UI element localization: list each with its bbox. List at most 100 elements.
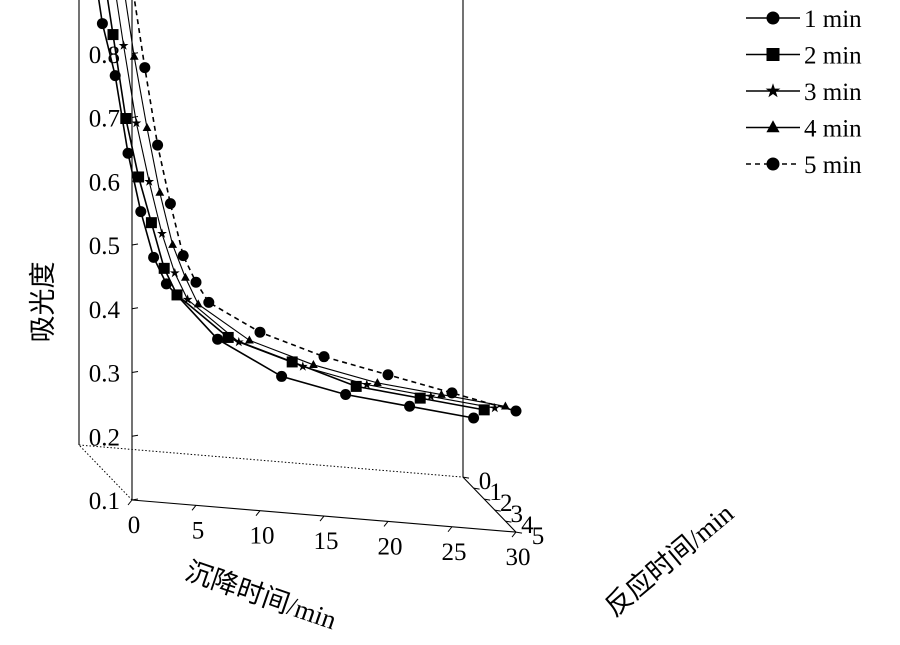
series-2-min [106, 0, 490, 416]
data-point [510, 405, 522, 417]
data-point [118, 40, 129, 50]
y-tick-mark [494, 509, 501, 512]
data-point [142, 122, 152, 131]
y-tick-label: 2 [500, 490, 513, 517]
x-tick-mark [511, 531, 517, 538]
x-tick-mark [319, 515, 325, 522]
data-point [766, 157, 780, 171]
data-point [468, 412, 480, 424]
data-point [222, 331, 234, 343]
z-tick-mark [131, 243, 139, 246]
x-tick-label: 20 [378, 533, 403, 560]
data-point [168, 239, 177, 248]
data-point [212, 333, 224, 345]
x-tick-label: 10 [250, 523, 275, 550]
chart-frame [78, 0, 517, 533]
legend-item: 1 min [746, 6, 862, 33]
data-point [350, 380, 362, 392]
y-tick-mark [484, 498, 491, 501]
data-point [245, 335, 254, 344]
data-point [109, 70, 121, 82]
y-axis-line [462, 476, 517, 533]
legend-label: 5 min [804, 152, 862, 179]
axis-ticks: 0.10.20.30.40.50.60.70.80.90510152025300… [89, 0, 545, 571]
legend-label: 1 min [804, 6, 862, 33]
data-series [96, 0, 522, 424]
z-tick-mark [131, 307, 139, 310]
y-tick-label: 4 [521, 512, 534, 539]
floor-back-left-edge [78, 444, 133, 501]
y-tick-label: 1 [489, 479, 502, 506]
data-point [133, 171, 145, 183]
z-tick-label: 0.6 [89, 169, 120, 196]
data-point [766, 11, 780, 25]
series-line [125, 0, 506, 407]
data-point [148, 251, 160, 263]
data-point [145, 217, 157, 229]
data-point [144, 176, 155, 186]
legend-item: 4 min [746, 116, 862, 143]
z-tick-label: 0.4 [89, 297, 121, 324]
data-point [122, 147, 134, 159]
data-point [382, 369, 394, 381]
data-point [425, 391, 436, 401]
data-point [203, 296, 215, 308]
data-point [177, 250, 189, 262]
y-tick-mark [515, 531, 523, 534]
data-point [766, 120, 780, 133]
legend-label: 2 min [804, 43, 862, 70]
z-tick-label: 0.3 [89, 361, 120, 388]
series-line [97, 0, 474, 419]
x-tick-label: 5 [192, 517, 205, 544]
data-point [96, 18, 108, 30]
data-point [155, 187, 165, 196]
data-point [286, 356, 298, 368]
z-axis-title: 吸光度 [28, 262, 58, 343]
data-point [373, 378, 382, 387]
data-point [160, 278, 172, 290]
x-tick-label: 25 [442, 539, 467, 566]
data-point [766, 48, 780, 61]
z-tick-label: 0.5 [89, 233, 120, 260]
legend-label: 4 min [804, 116, 862, 143]
floor-back-right-edge [78, 444, 464, 478]
x-tick-label: 30 [506, 544, 531, 571]
data-point [414, 392, 426, 404]
data-point [158, 262, 170, 274]
series-4-min [125, 0, 510, 410]
y-tick-label: 3 [511, 501, 524, 528]
y-tick-mark [462, 476, 470, 479]
y-axis-title: 反应时间/min [599, 498, 739, 623]
data-point [340, 389, 352, 401]
y-tick-label: 5 [532, 523, 545, 550]
data-point [309, 360, 318, 368]
data-point [404, 400, 416, 412]
z-tick-label: 0.2 [89, 424, 120, 451]
z-tick-mark [131, 434, 139, 437]
data-point [489, 402, 500, 413]
series-5-min [133, 0, 522, 417]
x-tick-mark [383, 521, 389, 527]
data-point [152, 139, 164, 151]
series-line [116, 0, 495, 409]
data-point [182, 294, 193, 304]
series-line [106, 0, 485, 411]
z-tick-label: 0.1 [89, 488, 120, 515]
data-point [276, 370, 288, 382]
data-point [129, 51, 139, 60]
z-tick-label: 0.9 [89, 0, 120, 5]
data-point [190, 276, 202, 288]
data-point [181, 272, 190, 281]
x-axis-title: 沉降时间/min [182, 556, 341, 636]
z-tick-mark [131, 371, 139, 373]
y-tick-label: 0 [479, 468, 492, 495]
data-point [437, 389, 446, 398]
data-point [120, 113, 132, 125]
z-tick-mark [131, 498, 139, 501]
data-point [131, 117, 142, 128]
data-point [254, 326, 266, 338]
data-point [157, 228, 167, 238]
y-tick-mark [473, 487, 480, 490]
data-point [193, 299, 203, 308]
